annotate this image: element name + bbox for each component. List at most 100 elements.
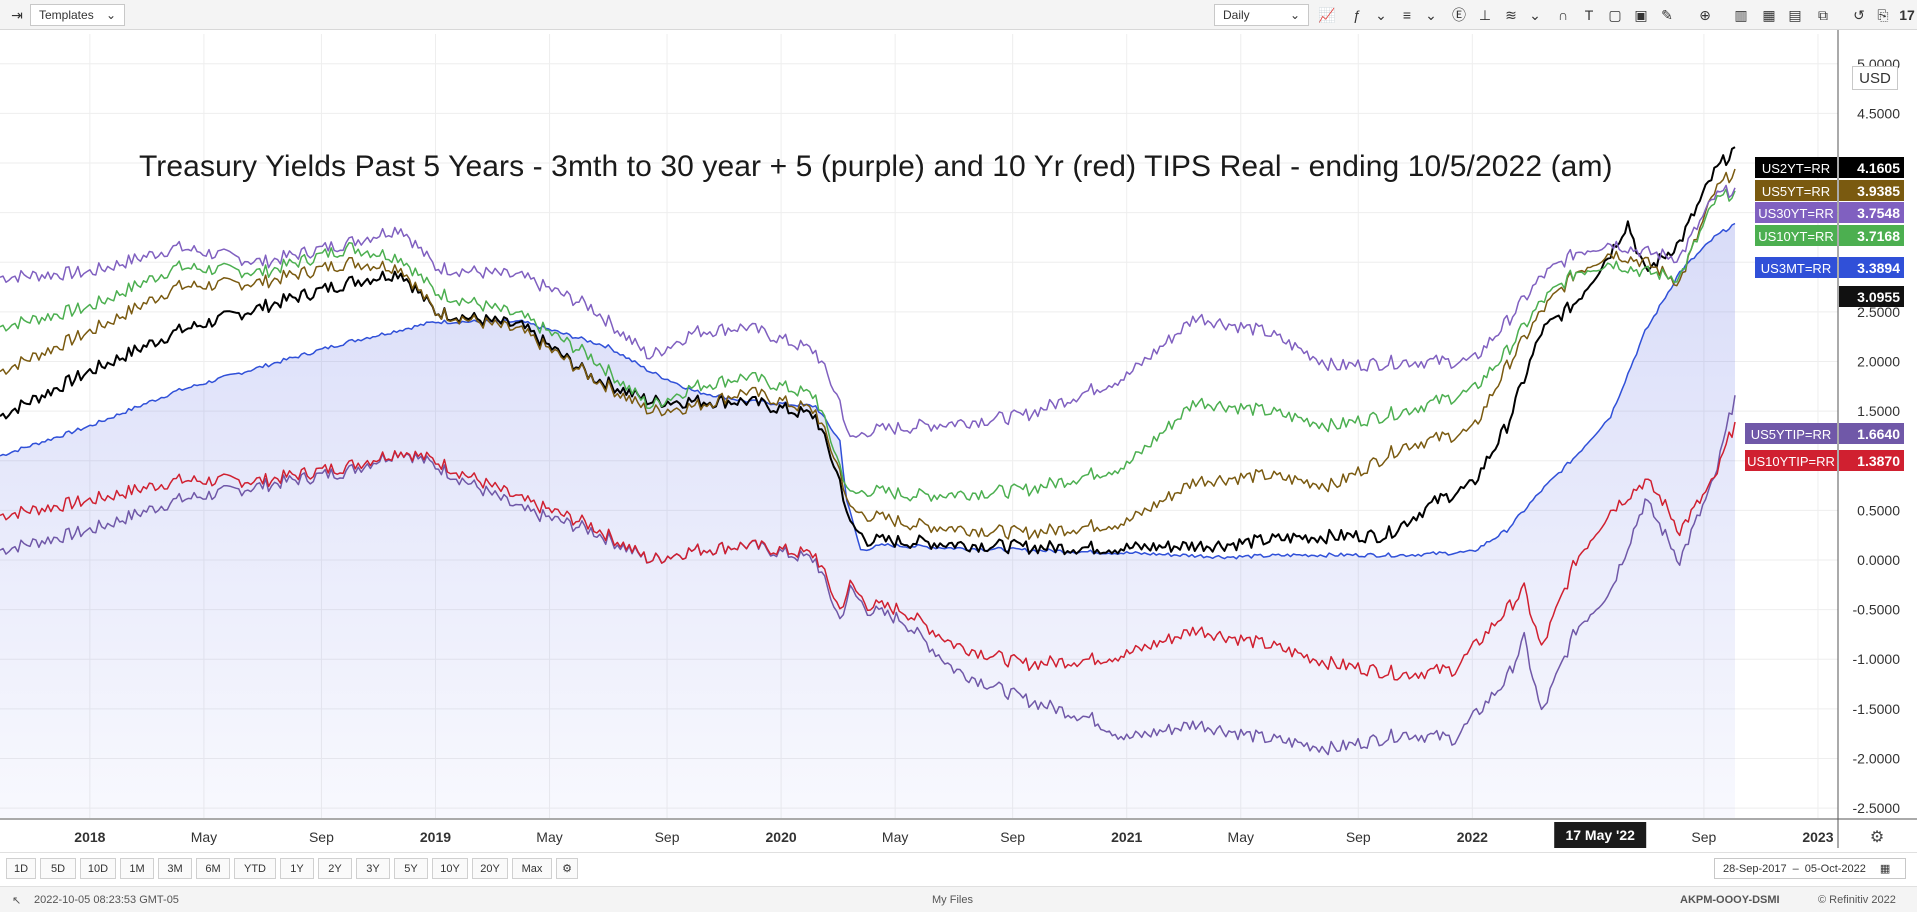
date-from: 28-Sep-2017 (1723, 862, 1787, 875)
series-name-label: US10YTIP=RR (1747, 454, 1835, 469)
series-value-label: 1.6640 (1857, 426, 1900, 442)
series-value-tag-us5yt (1839, 180, 1904, 201)
line-chart-icon[interactable]: 📈 (1318, 6, 1336, 23)
annotation-icon[interactable]: ✎ (1661, 6, 1673, 23)
my-files-link[interactable]: My Files (932, 894, 973, 906)
series-value-tag-us3mt (1839, 257, 1904, 278)
templates-dropdown[interactable]: Templates ⌄ (30, 4, 125, 26)
layers-icon[interactable]: ≡ (1402, 7, 1412, 23)
currency-selector[interactable]: USD (1852, 66, 1898, 90)
chevron-down-icon[interactable]: ⌄ (1425, 6, 1437, 23)
series-value-label: 1.3870 (1857, 453, 1900, 469)
series-tag-us2yt (1755, 157, 1837, 178)
range-button-10d[interactable]: 10D (80, 858, 116, 879)
chart-area[interactable]: 5.00004.50004.00003.50003.00002.50002.00… (0, 30, 1917, 850)
series-value-tag-us5ytip (1839, 423, 1904, 444)
reset-icon[interactable]: ↺ (1853, 6, 1865, 23)
range-button-5d[interactable]: 5D (40, 858, 76, 879)
x-tick-label: 2023 (1802, 829, 1833, 845)
yield-chart[interactable]: 5.00004.50004.00003.50003.00002.50002.00… (0, 30, 1917, 850)
series-line-us5ytip[interactable] (0, 395, 1736, 756)
x-tick-label: 2018 (74, 829, 105, 845)
zoom-icon[interactable]: ⊕ (1699, 6, 1711, 23)
series-value-tag-us10yt (1839, 225, 1904, 246)
series-tag-us5ytip (1745, 423, 1837, 444)
range-settings-icon[interactable]: ⚙ (556, 858, 578, 879)
series-line-us10ytip[interactable] (0, 421, 1736, 681)
range-button-max[interactable]: Max (512, 858, 552, 879)
range-button-20y[interactable]: 20Y (472, 858, 508, 879)
range-button-1d[interactable]: 1D (6, 858, 36, 879)
series-tag-us30yt (1755, 202, 1837, 223)
chart-type-icon[interactable]: ▥ (1734, 6, 1748, 23)
y-tick-label: -2.5000 (1853, 800, 1901, 816)
shape-icon[interactable]: ▢ (1608, 6, 1622, 23)
x-tick-label: May (191, 829, 217, 845)
series-value-label: 4.1605 (1857, 160, 1900, 176)
date-to: 05-Oct-2022 (1804, 862, 1866, 875)
indicators-icon[interactable]: ƒ (1353, 7, 1361, 23)
date-range-picker[interactable]: 28-Sep-2017–05-Oct-2022 ▦ (1714, 858, 1906, 879)
x-tick-label: Sep (1691, 829, 1716, 845)
range-button-10y[interactable]: 10Y (432, 858, 468, 879)
range-button-3m[interactable]: 3M (158, 858, 192, 879)
range-button-5y[interactable]: 5Y (394, 858, 428, 879)
series-value-label: 3.9385 (1857, 183, 1900, 199)
y-tick-label: -1.5000 (1853, 701, 1901, 717)
series-value-label: 3.7168 (1857, 228, 1900, 244)
series-line-us3mt[interactable] (0, 222, 1736, 560)
chevron-down-icon[interactable]: ⌄ (1375, 6, 1387, 23)
series-line-us5yt[interactable] (0, 168, 1736, 540)
range-button-3y[interactable]: 3Y (356, 858, 390, 879)
crosshair-price-tag (1839, 286, 1904, 307)
series-name-label: US5YT=RR (1762, 184, 1830, 199)
series-name-label: US10YT=RR (1758, 229, 1834, 244)
templates-label: Templates (39, 8, 94, 22)
axis-settings-icon: ⚙ (1870, 829, 1884, 846)
date-sep: – (1792, 862, 1799, 875)
copy-icon[interactable]: ⎘ (1877, 6, 1889, 23)
sidebar-toggle-icon[interactable]: ⇥ (11, 6, 23, 23)
y-tick-label: 2.0000 (1857, 353, 1900, 369)
interval-dropdown[interactable]: Daily ⌄ (1214, 4, 1309, 26)
events-icon[interactable]: Ⓔ (1452, 7, 1466, 23)
range-button-1m[interactable]: 1M (120, 858, 154, 879)
chevron-down-icon[interactable]: ⌄ (1529, 6, 1541, 23)
x-tick-label: 2022 (1457, 829, 1488, 845)
series-value-label: 3.7548 (1857, 205, 1900, 221)
range-button-6m[interactable]: 6M (196, 858, 230, 879)
crosshair-icon[interactable]: ⊥ (1478, 6, 1492, 23)
refresh-icon[interactable]: ↖ (12, 895, 22, 907)
table-icon[interactable]: ▦ (1762, 6, 1776, 23)
range-button-ytd[interactable]: YTD (234, 858, 276, 879)
series-value-tag-us2yt (1839, 157, 1904, 178)
x-tick-label: May (1228, 829, 1254, 845)
image-icon[interactable]: ▣ (1634, 6, 1648, 23)
trendline-icon[interactable]: ≋ (1505, 6, 1517, 23)
series-name-label: US2YT=RR (1762, 161, 1830, 176)
series-tag-us3mt (1755, 257, 1837, 278)
text-icon[interactable]: T (1584, 7, 1594, 23)
chart-title: Treasury Yields Past 5 Years - 3mth to 3… (139, 150, 1613, 183)
calendar-icon[interactable]: ▦ (1879, 863, 1891, 875)
hover-date-label: 17 May '22 (1565, 827, 1635, 843)
series-value-label: 3.3894 (1857, 260, 1900, 276)
series-line-us10yt[interactable] (0, 188, 1736, 502)
x-tick-label: 2019 (420, 829, 451, 845)
series-line-us2yt[interactable] (0, 146, 1736, 556)
series-tag-us10ytip (1745, 450, 1837, 471)
series-value-tag-us30yt (1839, 202, 1904, 223)
x-tick-label: 2021 (1111, 829, 1142, 845)
range-button-2y[interactable]: 2Y (318, 858, 352, 879)
chevron-down-icon: ⌄ (1289, 8, 1300, 22)
series-line-us30yt[interactable] (0, 184, 1736, 438)
range-button-1y[interactable]: 1Y (280, 858, 314, 879)
magnet-icon[interactable]: ∩ (1557, 7, 1569, 23)
x-tick-label: Sep (1000, 829, 1025, 845)
news-icon[interactable]: ▤ (1788, 6, 1802, 23)
x-tick-label: 2020 (766, 829, 797, 845)
series-tag-us5yt (1755, 180, 1837, 201)
timestamp: 2022-10-05 08:23:53 GMT-05 (34, 894, 179, 906)
compare-icon[interactable]: ⧉ (1818, 6, 1828, 23)
y-tick-label: 2.5000 (1857, 304, 1900, 320)
